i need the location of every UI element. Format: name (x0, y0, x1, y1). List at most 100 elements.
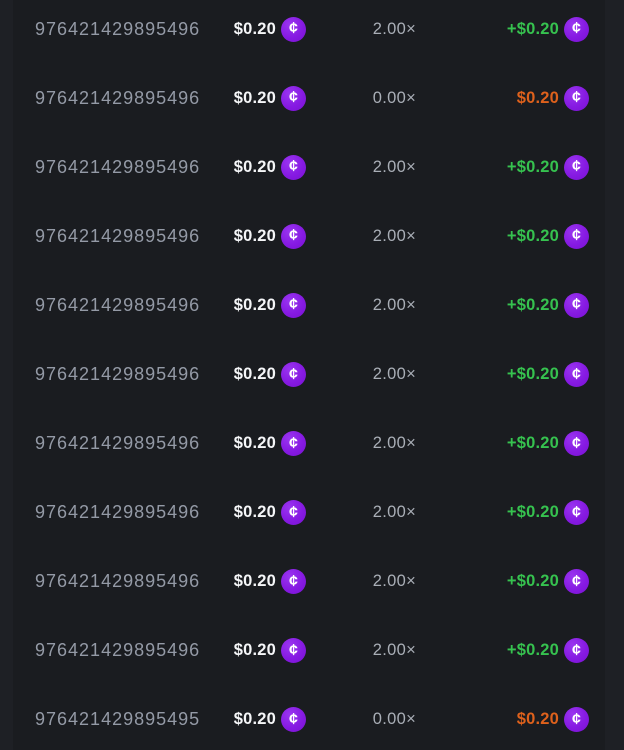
bet-amount: $0.20 (233, 365, 276, 384)
payout-cell: +$0.20 ¢ (416, 16, 589, 42)
bet-row[interactable]: 976421429895496 $0.20 ¢ 2.00× +$0.20 ¢ (13, 340, 605, 409)
cents-coin-icon: ¢ (281, 431, 306, 457)
bet-amount-cell: $0.20 ¢ (215, 16, 306, 42)
bet-amount: $0.20 (233, 434, 276, 453)
multiplier-value: 0.00× (372, 710, 416, 729)
bet-amount: $0.20 (233, 295, 276, 314)
payout-amount: $0.20 (516, 88, 559, 107)
bet-id: 976421429895496 (35, 571, 201, 592)
payout-amount: +$0.20 (506, 572, 559, 591)
bet-amount: $0.20 (233, 226, 276, 245)
multiplier-value: 2.00× (372, 226, 416, 245)
bet-amount-cell: $0.20 ¢ (215, 154, 306, 180)
bet-amount: $0.20 (233, 88, 276, 107)
payout-cell: +$0.20 ¢ (416, 638, 589, 664)
bet-amount: $0.20 (233, 572, 276, 591)
cents-coin-icon: ¢ (281, 292, 306, 318)
bet-amount: $0.20 (233, 641, 276, 660)
payout-amount: +$0.20 (506, 226, 559, 245)
cents-coin-icon: ¢ (564, 431, 589, 457)
bet-id: 976421429895496 (35, 156, 201, 177)
bet-amount-cell: $0.20 ¢ (215, 707, 306, 733)
bet-id: 976421429895496 (35, 640, 201, 661)
bet-amount: $0.20 (233, 503, 276, 522)
bet-rows: 976421429895496 $0.20 ¢ 2.00× +$0.20 ¢ 9… (13, 0, 605, 750)
cents-coin-icon: ¢ (564, 16, 589, 42)
payout-cell: +$0.20 ¢ (416, 292, 589, 318)
payout-cell: +$0.20 ¢ (416, 569, 589, 595)
multiplier-value: 2.00× (372, 295, 416, 314)
cents-coin-icon: ¢ (281, 85, 306, 111)
cents-coin-icon: ¢ (281, 500, 306, 526)
payout-amount: +$0.20 (506, 365, 559, 384)
cents-coin-icon: ¢ (281, 569, 306, 595)
bet-amount-cell: $0.20 ¢ (215, 431, 306, 457)
cents-coin-icon: ¢ (564, 223, 589, 249)
bet-row[interactable]: 976421429895496 $0.20 ¢ 2.00× +$0.20 ¢ (13, 0, 605, 64)
payout-amount: +$0.20 (506, 19, 559, 38)
multiplier-value: 2.00× (372, 503, 416, 522)
bet-row[interactable]: 976421429895496 $0.20 ¢ 2.00× +$0.20 ¢ (13, 478, 605, 547)
multiplier-value: 2.00× (372, 434, 416, 453)
cents-coin-icon: ¢ (281, 638, 306, 664)
payout-amount: +$0.20 (506, 503, 559, 522)
bet-row[interactable]: 976421429895496 $0.20 ¢ 2.00× +$0.20 ¢ (13, 202, 605, 271)
bet-id: 976421429895496 (35, 18, 201, 39)
multiplier-value: 2.00× (372, 572, 416, 591)
bet-amount-cell: $0.20 ¢ (215, 500, 306, 526)
bet-id: 976421429895495 (35, 709, 201, 730)
payout-amount: +$0.20 (506, 157, 559, 176)
bet-amount-cell: $0.20 ¢ (215, 292, 306, 318)
payout-cell: +$0.20 ¢ (416, 431, 589, 457)
payout-amount: +$0.20 (506, 641, 559, 660)
payout-cell: +$0.20 ¢ (416, 500, 589, 526)
bet-id: 976421429895496 (35, 294, 201, 315)
bet-amount-cell: $0.20 ¢ (215, 569, 306, 595)
bet-amount-cell: $0.20 ¢ (215, 223, 306, 249)
cents-coin-icon: ¢ (564, 500, 589, 526)
bet-amount: $0.20 (233, 19, 276, 38)
bet-row[interactable]: 976421429895496 $0.20 ¢ 2.00× +$0.20 ¢ (13, 616, 605, 685)
multiplier-value: 2.00× (372, 157, 416, 176)
payout-cell: +$0.20 ¢ (416, 223, 589, 249)
cents-coin-icon: ¢ (281, 154, 306, 180)
cents-coin-icon: ¢ (564, 85, 589, 111)
cents-coin-icon: ¢ (564, 569, 589, 595)
bet-row[interactable]: 976421429895496 $0.20 ¢ 2.00× +$0.20 ¢ (13, 133, 605, 202)
bet-history-table: 976421429895496 $0.20 ¢ 2.00× +$0.20 ¢ 9… (13, 0, 605, 750)
bet-row[interactable]: 976421429895495 $0.20 ¢ 0.00× $0.20 ¢ (13, 685, 605, 750)
payout-cell: $0.20 ¢ (416, 707, 589, 733)
bet-id: 976421429895496 (35, 364, 201, 385)
bet-amount: $0.20 (233, 710, 276, 729)
cents-coin-icon: ¢ (281, 223, 306, 249)
payout-cell: +$0.20 ¢ (416, 154, 589, 180)
bet-amount-cell: $0.20 ¢ (215, 362, 306, 388)
bet-amount-cell: $0.20 ¢ (215, 638, 306, 664)
payout-amount: +$0.20 (506, 295, 559, 314)
payout-cell: +$0.20 ¢ (416, 362, 589, 388)
bet-row[interactable]: 976421429895496 $0.20 ¢ 0.00× $0.20 ¢ (13, 64, 605, 133)
bet-row[interactable]: 976421429895496 $0.20 ¢ 2.00× +$0.20 ¢ (13, 547, 605, 616)
bet-id: 976421429895496 (35, 87, 201, 108)
multiplier-value: 2.00× (372, 19, 416, 38)
multiplier-value: 2.00× (372, 365, 416, 384)
payout-cell: $0.20 ¢ (416, 85, 589, 111)
multiplier-value: 2.00× (372, 641, 416, 660)
bet-id: 976421429895496 (35, 502, 201, 523)
cents-coin-icon: ¢ (281, 16, 306, 42)
bet-amount: $0.20 (233, 157, 276, 176)
payout-amount: +$0.20 (506, 434, 559, 453)
cents-coin-icon: ¢ (281, 707, 306, 733)
multiplier-value: 0.00× (372, 88, 416, 107)
payout-amount: $0.20 (516, 710, 559, 729)
bet-amount-cell: $0.20 ¢ (215, 85, 306, 111)
cents-coin-icon: ¢ (564, 707, 589, 733)
cents-coin-icon: ¢ (564, 362, 589, 388)
cents-coin-icon: ¢ (564, 638, 589, 664)
bet-id: 976421429895496 (35, 225, 201, 246)
cents-coin-icon: ¢ (564, 154, 589, 180)
bet-row[interactable]: 976421429895496 $0.20 ¢ 2.00× +$0.20 ¢ (13, 271, 605, 340)
cents-coin-icon: ¢ (564, 292, 589, 318)
bet-row[interactable]: 976421429895496 $0.20 ¢ 2.00× +$0.20 ¢ (13, 409, 605, 478)
bet-id: 976421429895496 (35, 433, 201, 454)
